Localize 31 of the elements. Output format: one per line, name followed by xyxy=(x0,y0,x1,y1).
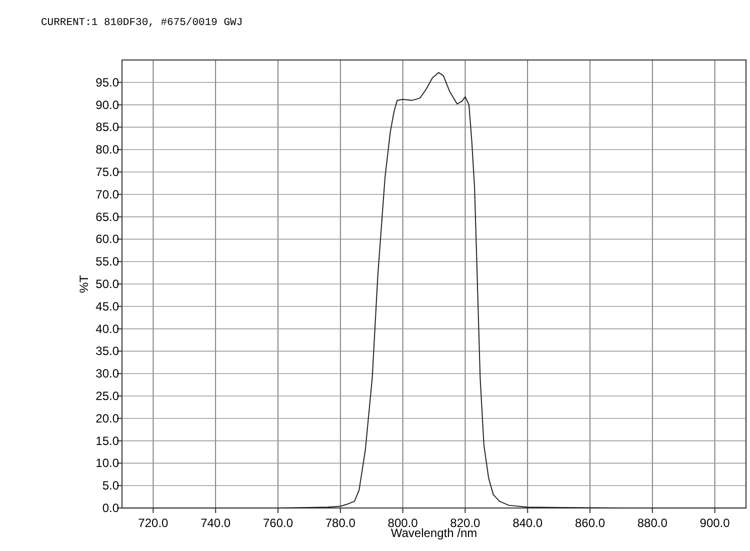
y-tick-label: 70.0 xyxy=(96,187,120,202)
y-tick-label: 65.0 xyxy=(96,210,120,224)
y-tick-label: 15.0 xyxy=(96,434,120,448)
x-tick-label: 880.0 xyxy=(637,516,668,530)
y-tick-label: 45.0 xyxy=(96,299,120,314)
y-tick-label: 25.0 xyxy=(96,389,120,403)
y-tick-label: 30.0 xyxy=(96,366,120,381)
x-tick-label: 740.0 xyxy=(200,516,231,530)
y-tick-label: 50.0 xyxy=(96,277,120,291)
chart-title: CURRENT:1 810DF30, #675/0019 GWJ xyxy=(41,17,243,29)
y-axis-title: %T xyxy=(77,274,91,293)
x-tick-label: 780.0 xyxy=(325,516,356,530)
line-series xyxy=(122,72,746,508)
y-tick-label: 85.0 xyxy=(96,120,120,134)
y-tick-label: 80.0 xyxy=(96,142,120,157)
x-tick-label: 900.0 xyxy=(700,516,730,530)
y-tick-label: 40.0 xyxy=(96,322,120,336)
y-tick-label: 20.0 xyxy=(96,411,120,426)
x-tick-label: 760.0 xyxy=(262,516,294,530)
x-tick-label: 720.0 xyxy=(138,516,169,530)
x-tick-label: 860.0 xyxy=(574,516,606,530)
y-tick-label: 95.0 xyxy=(96,75,120,90)
x-tick-label: 840.0 xyxy=(512,516,543,530)
y-tick-label: 90.0 xyxy=(96,98,120,112)
y-tick-label: 0.0 xyxy=(102,501,120,515)
y-tick-label: 55.0 xyxy=(96,254,120,269)
y-tick-label: 60.0 xyxy=(96,232,120,246)
y-tick-label: 35.0 xyxy=(96,344,120,358)
y-tick-label: 10.0 xyxy=(96,456,120,470)
y-tick-label: 5.0 xyxy=(102,478,120,493)
y-tick-label: 75.0 xyxy=(96,165,120,179)
